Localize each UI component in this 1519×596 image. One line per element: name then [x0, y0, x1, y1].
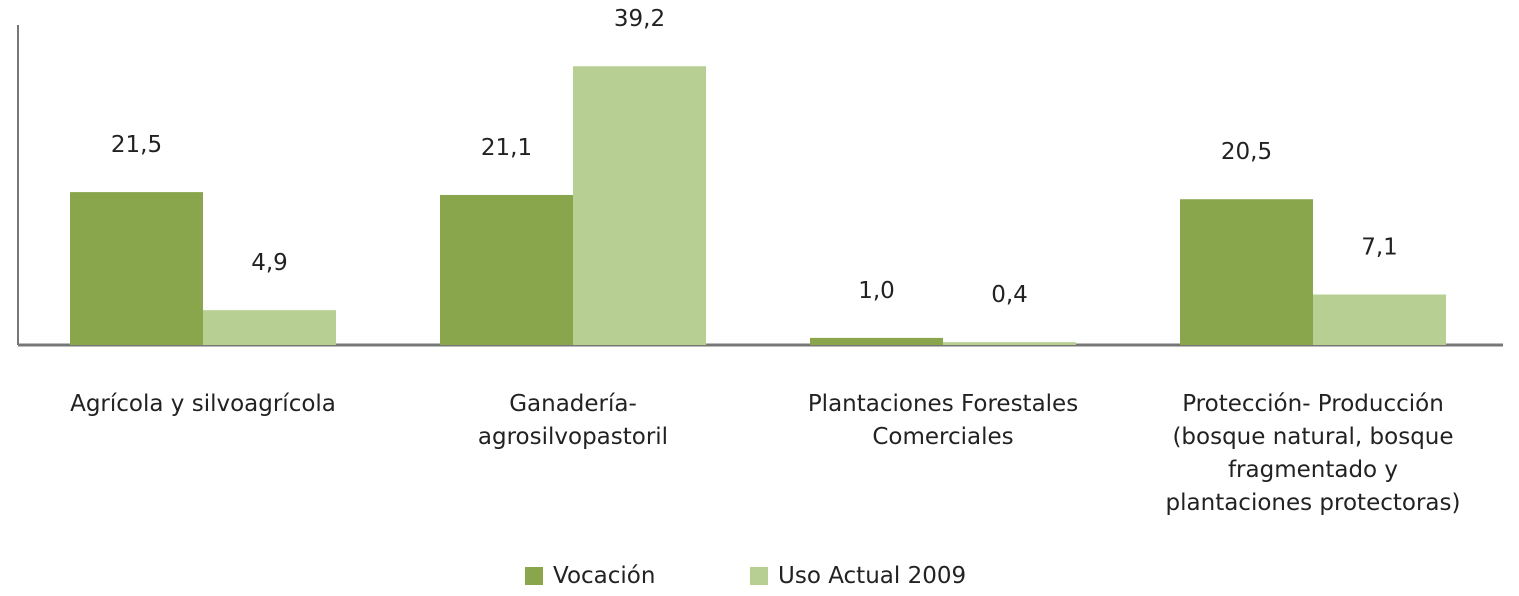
bar	[1180, 199, 1313, 345]
legend-label: Uso Actual 2009	[778, 563, 967, 589]
legend-item: Vocación	[525, 563, 655, 589]
x-tick-label: Agrícola y silvoagrícola	[70, 391, 336, 417]
bar	[1313, 294, 1446, 345]
value-label: 21,1	[481, 135, 532, 161]
legend-swatch	[750, 567, 768, 585]
bar	[203, 310, 336, 345]
legend-item: Uso Actual 2009	[750, 563, 966, 589]
bar	[70, 192, 203, 345]
legend-swatch	[525, 567, 543, 585]
bar	[573, 66, 706, 345]
legend-label: Vocación	[553, 563, 656, 589]
value-label: 4,9	[251, 250, 288, 276]
value-label: 20,5	[1221, 139, 1272, 165]
x-tick-label: Ganadería- agrosilvopastoril	[477, 391, 669, 450]
bar	[943, 342, 1076, 345]
value-label: 21,5	[111, 132, 162, 158]
x-tick-label: Plantaciones Forestales Comerciales	[807, 391, 1079, 450]
value-label: 7,1	[1361, 235, 1398, 261]
value-label: 1,0	[858, 278, 895, 304]
bar	[440, 194, 573, 345]
value-label: 0,4	[991, 282, 1028, 308]
bar	[810, 337, 943, 345]
value-label: 39,2	[614, 6, 665, 32]
x-tick-label: Protección- Producción (bosque natural, …	[1165, 391, 1461, 516]
